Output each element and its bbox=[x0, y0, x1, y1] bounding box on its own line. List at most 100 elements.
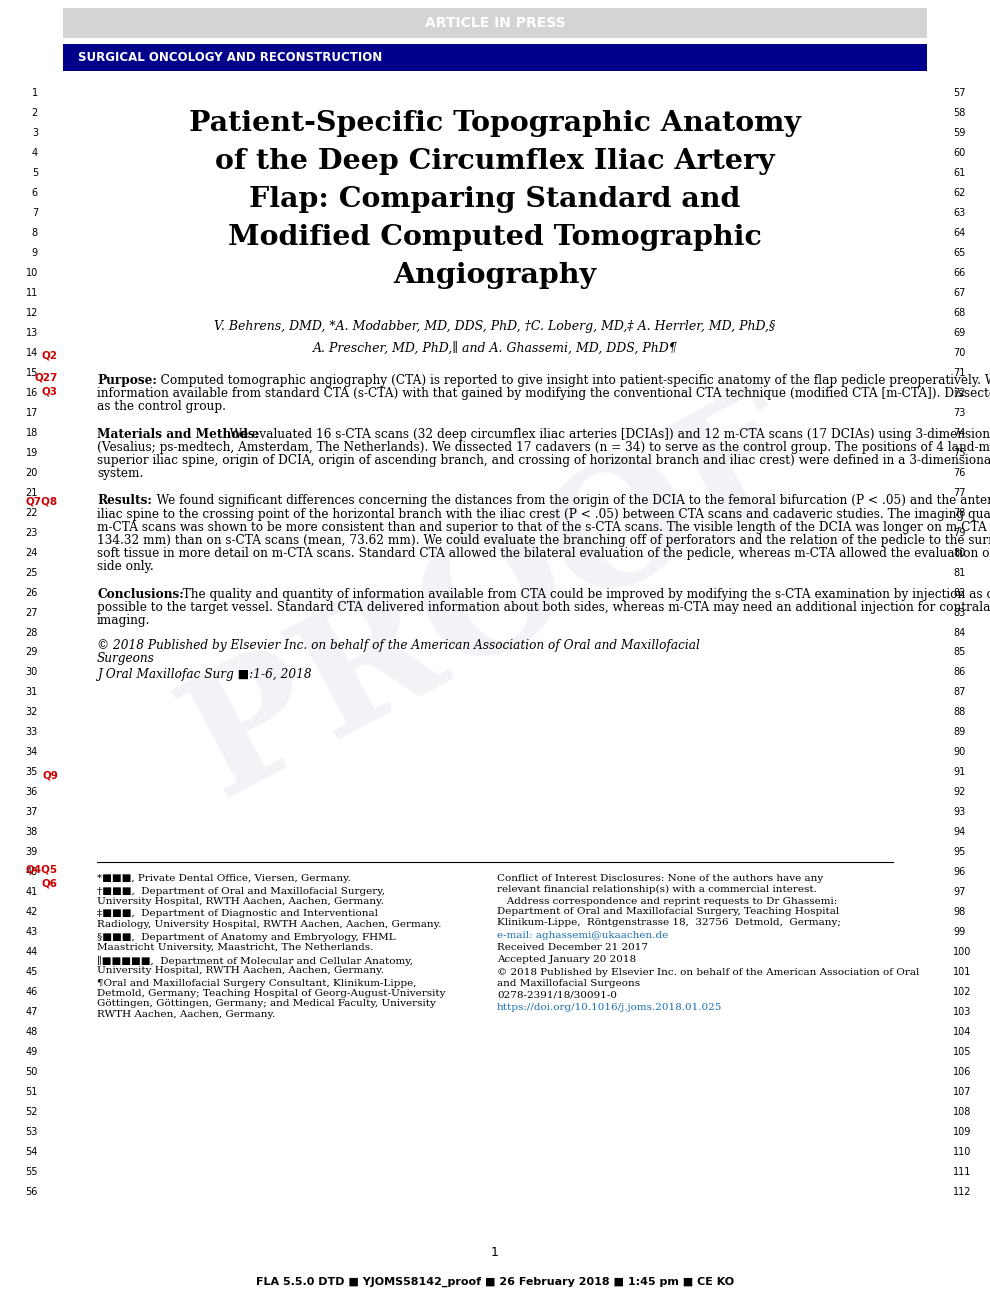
Text: 70: 70 bbox=[953, 347, 965, 358]
Text: 11: 11 bbox=[26, 288, 38, 298]
Text: 29: 29 bbox=[26, 647, 38, 658]
Text: 39: 39 bbox=[26, 847, 38, 857]
Text: 104: 104 bbox=[953, 1027, 971, 1037]
Text: 69: 69 bbox=[953, 328, 965, 338]
Text: 73: 73 bbox=[953, 407, 965, 418]
Text: 83: 83 bbox=[953, 608, 965, 617]
Text: 79: 79 bbox=[953, 527, 965, 538]
Text: Address correspondence and reprint requests to Dr Ghassemi:: Address correspondence and reprint reque… bbox=[497, 897, 838, 906]
Text: 134.32 mm) than on s-CTA scans (mean, 73.62 mm). We could evaluate the branching: 134.32 mm) than on s-CTA scans (mean, 73… bbox=[97, 534, 990, 547]
Text: 4: 4 bbox=[32, 147, 38, 158]
Bar bbox=[63, 8, 927, 38]
Text: 42: 42 bbox=[26, 907, 38, 917]
Text: Surgeons: Surgeons bbox=[97, 652, 154, 666]
Text: 35: 35 bbox=[26, 767, 38, 778]
Text: Flap: Comparing Standard and: Flap: Comparing Standard and bbox=[249, 187, 741, 213]
Text: 54: 54 bbox=[26, 1147, 38, 1158]
Text: 62: 62 bbox=[953, 188, 965, 198]
Text: Maastricht University, Maastricht, The Netherlands.: Maastricht University, Maastricht, The N… bbox=[97, 944, 373, 953]
Text: of the Deep Circumflex Iliac Artery: of the Deep Circumflex Iliac Artery bbox=[215, 147, 775, 175]
Text: 103: 103 bbox=[953, 1007, 971, 1017]
Text: 99: 99 bbox=[953, 928, 965, 937]
Text: We found significant differences concerning the distances from the origin of the: We found significant differences concern… bbox=[145, 495, 990, 508]
Text: RWTH Aachen, Aachen, Germany.: RWTH Aachen, Aachen, Germany. bbox=[97, 1010, 275, 1019]
Text: Modified Computed Tomographic: Modified Computed Tomographic bbox=[228, 224, 762, 251]
Text: 22: 22 bbox=[26, 508, 38, 518]
Text: 34: 34 bbox=[26, 748, 38, 757]
Text: 15: 15 bbox=[26, 368, 38, 377]
Text: University Hospital, RWTH Aachen, Aachen, Germany.: University Hospital, RWTH Aachen, Aachen… bbox=[97, 966, 384, 975]
Text: Q4Q5: Q4Q5 bbox=[26, 865, 58, 874]
Text: iliac spine to the crossing point of the horizontal branch with the iliac crest : iliac spine to the crossing point of the… bbox=[97, 508, 990, 521]
Text: 72: 72 bbox=[953, 388, 965, 398]
Text: 57: 57 bbox=[953, 87, 965, 98]
Text: information available from standard CTA (s-CTA) with that gained by modifying th: information available from standard CTA … bbox=[97, 388, 990, 401]
Text: §■■■,  Department of Anatomy and Embryology, FHML: §■■■, Department of Anatomy and Embryolo… bbox=[97, 933, 396, 941]
Text: 41: 41 bbox=[26, 887, 38, 898]
Text: Q27: Q27 bbox=[35, 373, 58, 382]
Text: 48: 48 bbox=[26, 1027, 38, 1037]
Text: 96: 96 bbox=[953, 868, 965, 877]
Text: 91: 91 bbox=[953, 767, 965, 778]
Text: 38: 38 bbox=[26, 827, 38, 838]
Text: Conflict of Interest Disclosures: None of the authors have any: Conflict of Interest Disclosures: None o… bbox=[497, 874, 824, 883]
Text: J Oral Maxillofac Surg ■:1-6, 2018: J Oral Maxillofac Surg ■:1-6, 2018 bbox=[97, 668, 312, 681]
Text: 71: 71 bbox=[953, 368, 965, 377]
Text: ∥■■■■■,  Department of Molecular and Cellular Anatomy,: ∥■■■■■, Department of Molecular and Cell… bbox=[97, 955, 413, 966]
Text: m-CTA scans was shown to be more consistent than and superior to that of the s-C: m-CTA scans was shown to be more consist… bbox=[97, 521, 990, 534]
Text: Q9: Q9 bbox=[43, 771, 58, 780]
Text: side only.: side only. bbox=[97, 560, 153, 573]
Text: Q6: Q6 bbox=[42, 880, 58, 889]
Text: 28: 28 bbox=[26, 628, 38, 638]
Text: 58: 58 bbox=[953, 108, 965, 117]
Text: Purpose:: Purpose: bbox=[97, 375, 156, 388]
Text: 8: 8 bbox=[32, 228, 38, 238]
Text: 45: 45 bbox=[26, 967, 38, 977]
Text: 87: 87 bbox=[953, 688, 965, 697]
Text: 51: 51 bbox=[26, 1087, 38, 1098]
Text: 12: 12 bbox=[26, 308, 38, 318]
Text: Department of Oral and Maxillofacial Surgery, Teaching Hospital: Department of Oral and Maxillofacial Sur… bbox=[497, 907, 840, 916]
Text: e-mail: aghassemi@ukaachen.de: e-mail: aghassemi@ukaachen.de bbox=[497, 930, 668, 940]
Text: © 2018 Published by Elsevier Inc. on behalf of the American Association of Oral : © 2018 Published by Elsevier Inc. on beh… bbox=[97, 639, 700, 652]
Text: 17: 17 bbox=[26, 407, 38, 418]
Text: relevant financial relationship(s) with a commercial interest.: relevant financial relationship(s) with … bbox=[497, 885, 817, 894]
Text: 64: 64 bbox=[953, 228, 965, 238]
Text: Accepted January 20 2018: Accepted January 20 2018 bbox=[497, 955, 637, 964]
Text: 90: 90 bbox=[953, 748, 965, 757]
Text: The quality and quantity of information available from CTA could be improved by : The quality and quantity of information … bbox=[171, 587, 990, 600]
Text: 74: 74 bbox=[953, 428, 965, 437]
Text: 67: 67 bbox=[953, 288, 965, 298]
Text: 102: 102 bbox=[953, 987, 971, 997]
Text: 19: 19 bbox=[26, 448, 38, 458]
Text: 44: 44 bbox=[26, 947, 38, 958]
Text: Angiography: Angiography bbox=[393, 262, 597, 288]
Text: 32: 32 bbox=[26, 707, 38, 718]
Text: SURGICAL ONCOLOGY AND RECONSTRUCTION: SURGICAL ONCOLOGY AND RECONSTRUCTION bbox=[78, 51, 382, 64]
Text: 80: 80 bbox=[953, 548, 965, 557]
Text: University Hospital, RWTH Aachen, Aachen, Germany.: University Hospital, RWTH Aachen, Aachen… bbox=[97, 897, 384, 906]
Text: Q2: Q2 bbox=[42, 350, 58, 360]
Text: soft tissue in more detail on m-CTA scans. Standard CTA allowed the bilateral ev: soft tissue in more detail on m-CTA scan… bbox=[97, 547, 990, 560]
Text: possible to the target vessel. Standard CTA delivered information about both sid: possible to the target vessel. Standard … bbox=[97, 600, 990, 613]
Text: Patient-Specific Topographic Anatomy: Patient-Specific Topographic Anatomy bbox=[189, 110, 801, 137]
Text: Conclusions:: Conclusions: bbox=[97, 587, 184, 600]
Text: 24: 24 bbox=[26, 548, 38, 557]
Text: †■■■,  Department of Oral and Maxillofacial Surgery,: †■■■, Department of Oral and Maxillofaci… bbox=[97, 886, 385, 895]
Text: Materials and Methods:: Materials and Methods: bbox=[97, 428, 259, 441]
Text: 61: 61 bbox=[953, 168, 965, 177]
Text: 46: 46 bbox=[26, 987, 38, 997]
Text: 60: 60 bbox=[953, 147, 965, 158]
Text: Q3: Q3 bbox=[42, 386, 58, 395]
Text: 84: 84 bbox=[953, 628, 965, 638]
Text: 23: 23 bbox=[26, 527, 38, 538]
Text: Klinikum-Lippe,  Röntgenstrasse 18,  32756  Detmold,  Germany;: Klinikum-Lippe, Röntgenstrasse 18, 32756… bbox=[497, 917, 841, 927]
Text: 95: 95 bbox=[953, 847, 965, 857]
Text: 93: 93 bbox=[953, 808, 965, 817]
Text: 78: 78 bbox=[953, 508, 965, 518]
Text: 77: 77 bbox=[953, 488, 965, 497]
Text: 36: 36 bbox=[26, 787, 38, 797]
Text: 52: 52 bbox=[26, 1107, 38, 1117]
Text: 107: 107 bbox=[953, 1087, 971, 1098]
Text: Göttingen, Göttingen, Germany; and Medical Faculty, University: Göttingen, Göttingen, Germany; and Medic… bbox=[97, 1000, 436, 1009]
